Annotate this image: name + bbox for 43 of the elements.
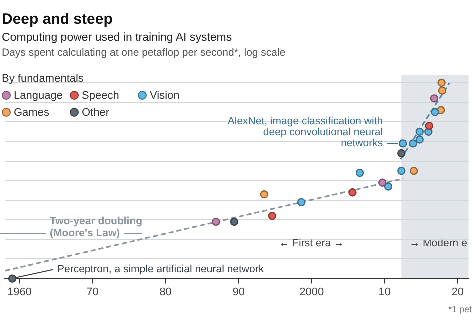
annotation: AlexNet, image classification with deep convolutional neural networks — [228, 116, 384, 150]
point — [398, 167, 406, 176]
x-tick-label: 70 — [86, 286, 99, 298]
point — [298, 198, 306, 207]
point — [378, 178, 387, 187]
point — [384, 182, 393, 191]
point — [356, 168, 364, 178]
x-tick-label: 80 — [160, 286, 172, 298]
point — [438, 86, 447, 95]
point — [212, 218, 220, 226]
annotation: ← First era → — [279, 238, 345, 250]
annotation: Perceptron, a simple artificial neural network — [58, 264, 265, 276]
chart-title: Deep and steep — [2, 11, 113, 28]
point — [416, 128, 424, 136]
point — [398, 140, 408, 148]
chart-subtitle: Computing power used in training AI systems Days spent calculating at one petaflop per second*, log scale — [2, 32, 286, 59]
legend-label: Games — [13, 107, 50, 119]
point — [230, 218, 239, 226]
band-label: → Modern e — [410, 238, 468, 250]
point — [348, 188, 357, 197]
legend-title: By fundamentals — [2, 73, 85, 85]
x-tick-label: 10 — [378, 286, 391, 298]
x-tick-label: 20 — [452, 286, 464, 298]
legend-label: Other — [81, 107, 111, 119]
legend-label: Two-year doubling (Moore's Law) — [50, 216, 143, 240]
legend-label: Speech — [81, 90, 120, 102]
point — [409, 140, 418, 148]
point — [398, 149, 406, 158]
x-tick-label: 90 — [232, 286, 245, 298]
text: *1 pet — [448, 304, 472, 314]
point — [8, 274, 17, 283]
point — [410, 167, 418, 176]
x-tick-label: 2000 — [300, 286, 324, 298]
x-tick-label: 1960 — [8, 286, 32, 298]
point — [268, 212, 277, 220]
legend-label: Vision — [149, 90, 181, 102]
point — [425, 122, 434, 130]
point — [438, 78, 446, 88]
point — [260, 190, 268, 199]
point — [430, 94, 439, 103]
point — [431, 108, 440, 116]
point — [416, 136, 424, 144]
legend-label: Language — [13, 90, 64, 102]
